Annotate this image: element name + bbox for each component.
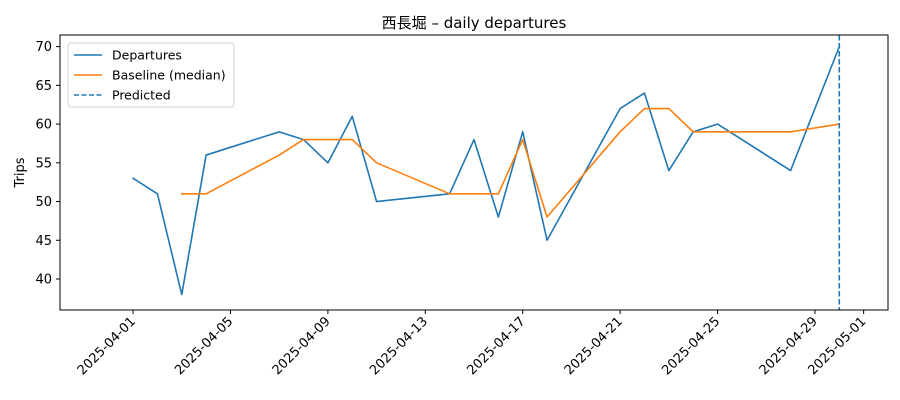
legend-label: Baseline (median) xyxy=(112,68,226,83)
y-axis-label: Trips xyxy=(13,157,28,188)
y-tick-label: 45 xyxy=(35,234,52,249)
y-tick-label: 70 xyxy=(35,40,52,55)
legend: Departures Baseline (median) Predicted xyxy=(67,42,235,108)
y-tick-label: 55 xyxy=(35,156,52,171)
legend-label: Predicted xyxy=(112,88,171,103)
x-tick-label: 2025-04-25 xyxy=(659,314,723,378)
legend-label: Departures xyxy=(112,48,182,63)
baseline-line xyxy=(180,107,841,218)
legend-box xyxy=(67,42,235,108)
y-tick-label: 60 xyxy=(35,118,52,133)
x-tick-label: 2025-04-05 xyxy=(172,314,236,378)
departures-line xyxy=(131,45,841,296)
series-layer xyxy=(131,35,841,310)
x-tick-label: 2025-04-17 xyxy=(464,314,528,378)
x-tick-label: 2025-04-21 xyxy=(562,314,626,378)
x-tick-label: 2025-04-01 xyxy=(75,314,139,378)
plot-frame xyxy=(59,34,889,311)
y-tick-label: 40 xyxy=(35,273,52,288)
y-tick-label: 65 xyxy=(35,79,52,94)
x-tick-label: 2025-04-09 xyxy=(270,314,334,378)
x-tick-label: 2025-04-13 xyxy=(367,314,431,378)
chart-title: 西長堀 – daily departures xyxy=(382,14,567,32)
y-tick-label: 50 xyxy=(35,195,52,210)
x-axis: 2025-04-01 2025-04-05 2025-04-09 2025-04-13… xyxy=(75,310,869,378)
y-axis: 40 45 50 55 60 65 70 xyxy=(35,40,60,288)
